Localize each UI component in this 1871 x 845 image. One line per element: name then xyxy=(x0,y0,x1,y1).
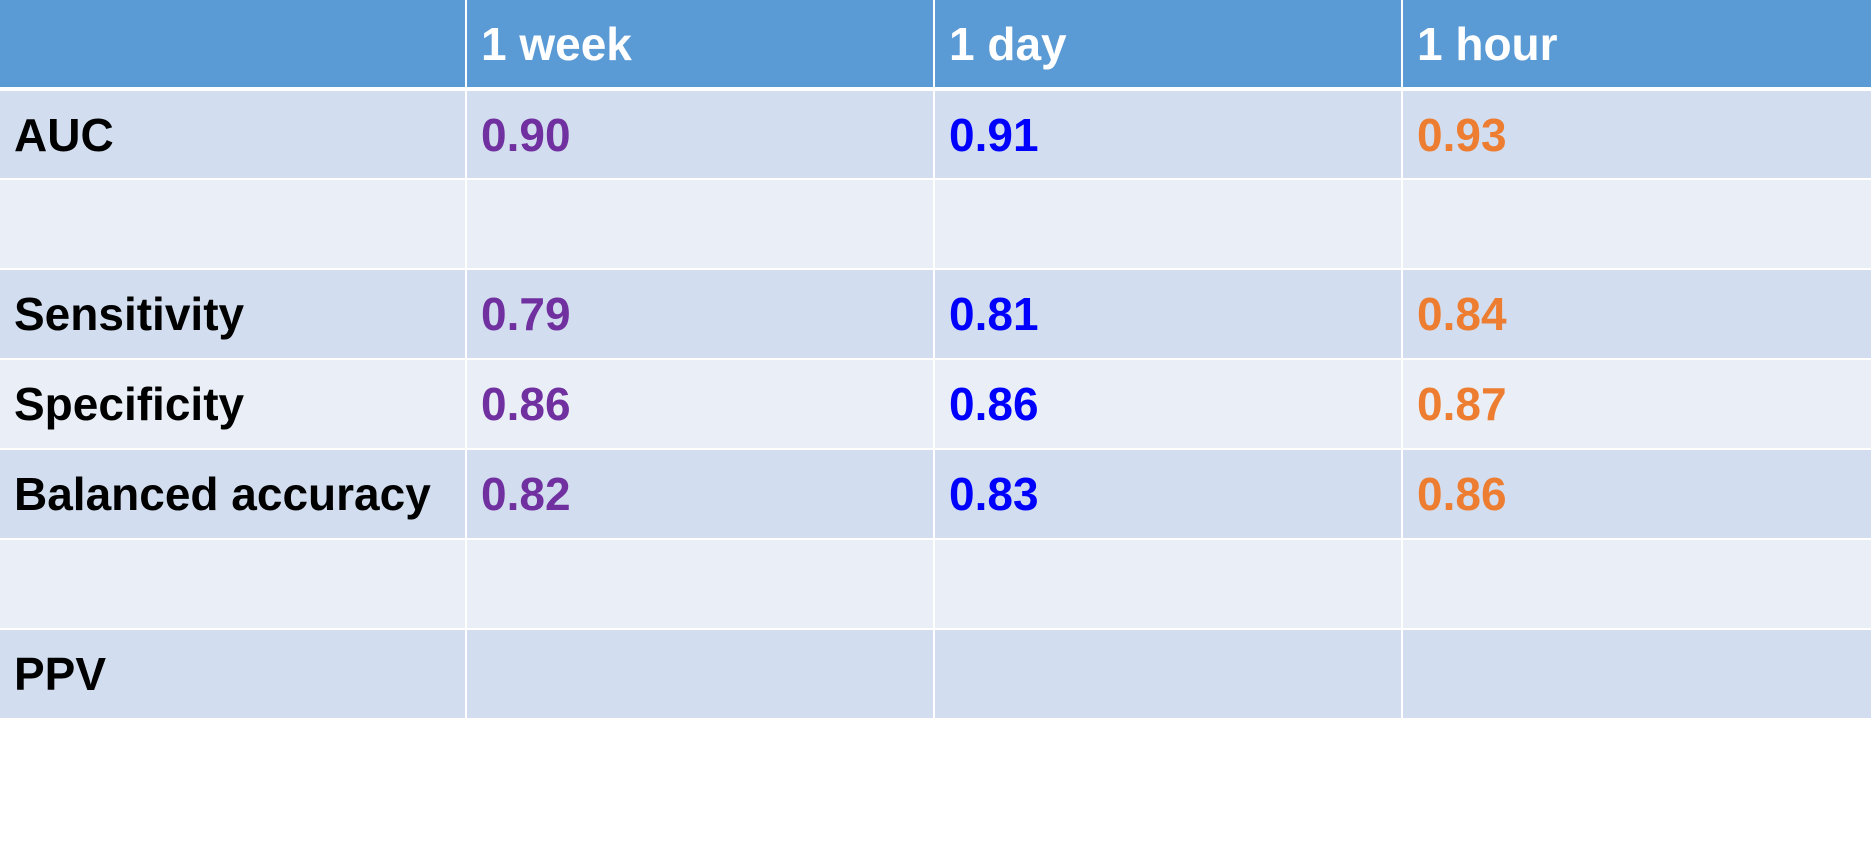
value-1-week xyxy=(466,539,935,630)
header-1-hour: 1 hour xyxy=(1402,0,1871,91)
value-1-hour xyxy=(1402,629,1871,720)
value-1-day: 0.91 xyxy=(934,89,1403,180)
value-1-day xyxy=(934,179,1403,270)
value-1-week: 0.79 xyxy=(466,269,935,360)
value-1-day xyxy=(934,539,1403,630)
value-1-week: 0.86 xyxy=(466,359,935,450)
value-1-week xyxy=(466,629,935,720)
value-1-day: 0.83 xyxy=(934,449,1403,540)
header-row: 1 week 1 day 1 hour xyxy=(0,0,1871,91)
value-1-hour: 0.86 xyxy=(1402,449,1871,540)
table-row: PPV xyxy=(0,629,1871,720)
value-1-day: 0.81 xyxy=(934,269,1403,360)
table-row: Sensitivity 0.79 0.81 0.84 xyxy=(0,269,1871,360)
row-label: Sensitivity xyxy=(0,269,467,360)
row-label: PPV xyxy=(0,629,467,720)
table-row: AUC 0.90 0.91 0.93 xyxy=(0,89,1871,180)
header-1-week: 1 week xyxy=(466,0,935,91)
table-row: Balanced accuracy 0.82 0.83 0.86 xyxy=(0,449,1871,540)
value-1-hour xyxy=(1402,539,1871,630)
row-label: Balanced accuracy xyxy=(0,449,467,540)
row-label: AUC xyxy=(0,89,467,180)
row-label xyxy=(0,179,467,270)
value-1-hour: 0.84 xyxy=(1402,269,1871,360)
table-row xyxy=(0,539,1871,630)
value-1-hour: 0.87 xyxy=(1402,359,1871,450)
value-1-week xyxy=(466,179,935,270)
value-1-week: 0.90 xyxy=(466,89,935,180)
value-1-hour: 0.93 xyxy=(1402,89,1871,180)
value-1-hour xyxy=(1402,179,1871,270)
value-1-day xyxy=(934,629,1403,720)
header-corner-cell xyxy=(0,0,467,91)
value-1-week: 0.82 xyxy=(466,449,935,540)
row-label xyxy=(0,539,467,630)
table-row xyxy=(0,179,1871,270)
table-row: Specificity 0.86 0.86 0.87 xyxy=(0,359,1871,450)
header-1-day: 1 day xyxy=(934,0,1403,91)
value-1-day: 0.86 xyxy=(934,359,1403,450)
row-label: Specificity xyxy=(0,359,467,450)
metrics-table: 1 week 1 day 1 hour AUC 0.90 0.91 0.93 S… xyxy=(0,0,1871,720)
